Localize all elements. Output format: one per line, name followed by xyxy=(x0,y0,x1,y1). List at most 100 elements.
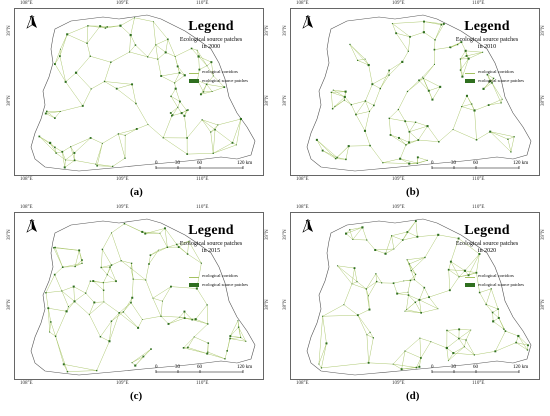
corridor-line xyxy=(177,101,181,108)
corridor-line xyxy=(152,297,163,302)
corridor-line xyxy=(48,307,67,312)
source-patch xyxy=(374,248,377,252)
corridor-line xyxy=(170,88,176,97)
source-patch xyxy=(343,95,346,98)
corridor-line xyxy=(54,147,57,154)
corridor-line xyxy=(74,250,80,267)
legend-title: Legend xyxy=(188,223,234,238)
north-arrow-icon xyxy=(302,219,313,233)
source-patch xyxy=(410,269,412,272)
source-patch xyxy=(229,335,232,337)
corridor-line xyxy=(104,62,112,82)
corridor-line xyxy=(458,238,480,255)
corridor-line xyxy=(405,139,419,146)
corridor-line xyxy=(102,249,112,266)
corridor-line xyxy=(67,34,88,44)
corridor-line xyxy=(86,43,91,57)
corridor-line xyxy=(355,114,366,131)
corridor-line xyxy=(59,49,61,57)
corridor-line xyxy=(357,315,368,335)
legend-subtitle: Ecological source patches in 2020 xyxy=(441,241,533,255)
legend-patch-label: ecological source patches xyxy=(478,78,524,83)
corridor-line xyxy=(423,78,441,88)
corridor-line xyxy=(392,21,425,24)
corridor-line xyxy=(176,244,188,255)
corridor-line xyxy=(56,152,66,161)
corridor-line xyxy=(397,293,409,296)
corridor-line xyxy=(491,288,499,310)
scale-label: 0 xyxy=(155,161,158,166)
corridor-line xyxy=(446,330,460,339)
source-patch xyxy=(408,263,410,265)
source-patch xyxy=(104,27,107,29)
source-patch xyxy=(141,230,144,233)
corridor-line xyxy=(118,128,137,135)
corridor-line xyxy=(111,312,120,322)
corridor-line xyxy=(168,316,180,325)
corridor-line xyxy=(365,84,373,102)
corridor-line xyxy=(396,32,411,38)
corridor-line xyxy=(191,48,199,57)
source-patch xyxy=(54,146,56,149)
source-patch xyxy=(89,55,91,57)
corridor-line xyxy=(337,265,358,282)
corridor-line xyxy=(389,61,403,71)
source-patch xyxy=(239,117,242,121)
corridor-line xyxy=(212,129,216,154)
corridor-line xyxy=(471,103,475,111)
source-patch xyxy=(315,138,318,141)
corridor-line xyxy=(131,348,152,363)
source-patch xyxy=(416,235,419,238)
corridor-line xyxy=(49,321,52,333)
corridor-line xyxy=(198,56,200,70)
legend-corridor-swatch xyxy=(189,73,199,74)
corridor-line xyxy=(375,273,382,283)
corridor-line xyxy=(102,133,119,144)
source-patch xyxy=(130,301,132,304)
scale-label: 120 km xyxy=(237,365,253,370)
corridor-line xyxy=(344,99,352,105)
corridor-line xyxy=(103,280,117,283)
corridor-line xyxy=(159,233,168,248)
source-patch xyxy=(409,279,412,282)
corridor-line xyxy=(450,238,459,262)
corridor-line xyxy=(316,139,323,151)
corridor-line xyxy=(194,336,209,344)
source-patch xyxy=(130,262,133,264)
source-patch xyxy=(155,44,157,46)
source-patch xyxy=(178,100,181,103)
source-patch xyxy=(388,74,390,76)
source-patch xyxy=(510,151,512,153)
source-patch xyxy=(449,260,452,263)
corridor-line xyxy=(95,163,113,167)
corridor-line xyxy=(515,335,519,343)
source-patch xyxy=(70,146,72,148)
source-patch xyxy=(407,291,409,293)
corridor-line xyxy=(460,58,469,71)
corridor-line xyxy=(131,356,144,363)
corridor-line xyxy=(89,314,101,337)
corridor-line xyxy=(74,160,96,165)
scale-label: 60 xyxy=(473,365,478,370)
corridor-line xyxy=(167,39,176,57)
source-patch xyxy=(368,295,369,297)
scale-label: 30 xyxy=(451,161,456,166)
source-patch xyxy=(445,346,448,350)
corridor-line xyxy=(62,266,76,268)
source-patch xyxy=(388,117,390,120)
source-patch xyxy=(92,280,95,283)
corridor-line xyxy=(389,118,391,135)
corridor-line xyxy=(125,128,137,136)
scale-label: 120 km xyxy=(237,161,253,166)
legend-corridor-label: ecological corridors xyxy=(202,69,238,74)
corridor-line xyxy=(129,51,148,58)
corridor-line xyxy=(73,286,86,294)
corridor-line xyxy=(408,294,416,303)
longitude-tick: 109°E xyxy=(116,205,129,210)
corridor-line xyxy=(448,346,465,361)
ecological-corridors xyxy=(316,21,515,164)
corridor-line xyxy=(54,247,63,268)
source-patch xyxy=(88,314,90,316)
corridor-line xyxy=(357,58,366,61)
